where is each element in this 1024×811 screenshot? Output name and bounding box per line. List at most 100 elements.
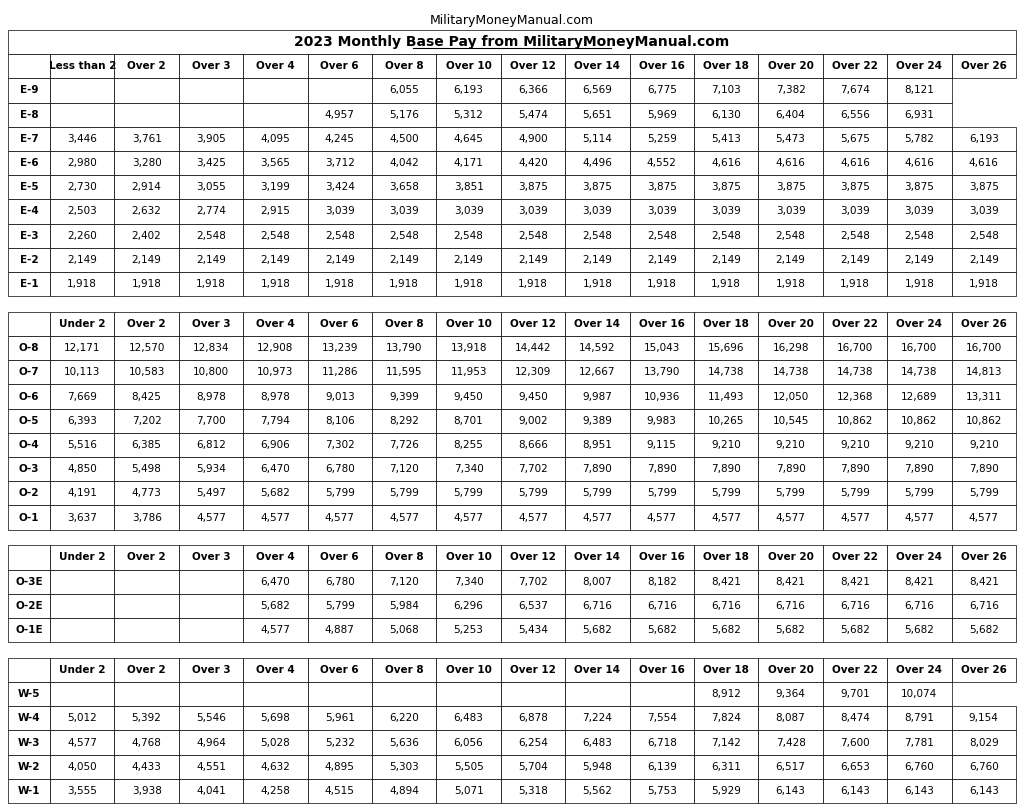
Text: 12,309: 12,309 [515, 367, 551, 377]
Text: 4,645: 4,645 [454, 134, 483, 144]
Text: 5,434: 5,434 [518, 625, 548, 635]
Text: Over 18: Over 18 [703, 665, 750, 675]
Bar [244, 481, 307, 505]
Text: 4,433: 4,433 [132, 762, 162, 772]
Bar [436, 682, 501, 706]
Bar [694, 545, 759, 569]
Bar [501, 54, 565, 79]
Bar [115, 409, 179, 433]
Text: 1,918: 1,918 [775, 279, 806, 289]
Text: Over 16: Over 16 [639, 62, 685, 71]
Text: 6,812: 6,812 [196, 440, 226, 450]
Bar [50, 569, 115, 594]
Bar [115, 731, 179, 754]
Text: 5,497: 5,497 [196, 488, 226, 498]
Bar [887, 731, 951, 754]
Bar [823, 682, 887, 706]
Bar [307, 360, 372, 384]
Bar [630, 312, 694, 336]
Text: 5,704: 5,704 [518, 762, 548, 772]
Bar [436, 79, 501, 102]
Text: 8,182: 8,182 [647, 577, 677, 586]
Text: 4,577: 4,577 [840, 513, 870, 522]
Text: 10,074: 10,074 [901, 689, 938, 699]
Bar [179, 224, 244, 247]
Bar [244, 569, 307, 594]
Text: 2,774: 2,774 [196, 207, 226, 217]
Text: 7,120: 7,120 [389, 464, 419, 474]
Bar [115, 127, 179, 151]
Bar [630, 505, 694, 530]
Bar [436, 200, 501, 224]
Text: Over 24: Over 24 [896, 665, 942, 675]
Text: 5,176: 5,176 [389, 109, 419, 120]
Bar [823, 594, 887, 618]
Text: 16,700: 16,700 [901, 343, 938, 353]
Bar [179, 79, 244, 102]
Bar [50, 79, 115, 102]
Bar [8, 247, 50, 272]
Text: Over 4: Over 4 [256, 552, 295, 563]
Text: 3,875: 3,875 [904, 182, 934, 192]
Bar [436, 779, 501, 803]
Bar [887, 384, 951, 409]
Text: 4,577: 4,577 [904, 513, 934, 522]
Text: 6,139: 6,139 [647, 762, 677, 772]
Bar [501, 682, 565, 706]
Text: 2,548: 2,548 [389, 230, 419, 241]
Bar [887, 272, 951, 296]
Bar [436, 754, 501, 779]
Bar [115, 247, 179, 272]
Text: 4,577: 4,577 [518, 513, 548, 522]
Bar [823, 151, 887, 175]
Text: 5,799: 5,799 [518, 488, 548, 498]
Text: 10,113: 10,113 [65, 367, 100, 377]
Bar [887, 175, 951, 200]
Bar [8, 200, 50, 224]
Text: W-1: W-1 [17, 786, 40, 796]
Bar [372, 175, 436, 200]
Bar [244, 175, 307, 200]
Text: 4,850: 4,850 [68, 464, 97, 474]
Text: 8,666: 8,666 [518, 440, 548, 450]
Bar [694, 754, 759, 779]
Bar [436, 457, 501, 481]
Text: Over 4: Over 4 [256, 319, 295, 329]
Text: 4,577: 4,577 [647, 513, 677, 522]
Bar [436, 731, 501, 754]
Text: 10,973: 10,973 [257, 367, 294, 377]
Bar [307, 224, 372, 247]
Bar [501, 409, 565, 433]
Bar [244, 312, 307, 336]
Bar [115, 79, 179, 102]
Bar [565, 779, 630, 803]
Text: 10,265: 10,265 [708, 416, 744, 426]
Text: 15,043: 15,043 [644, 343, 680, 353]
Bar [501, 779, 565, 803]
Text: 5,984: 5,984 [389, 601, 419, 611]
Bar [244, 433, 307, 457]
Bar [50, 102, 115, 127]
Bar [759, 224, 823, 247]
Bar [115, 272, 179, 296]
Bar [244, 457, 307, 481]
Text: 3,039: 3,039 [454, 207, 483, 217]
Text: 8,701: 8,701 [454, 416, 483, 426]
Bar [694, 247, 759, 272]
Bar [887, 336, 951, 360]
Bar [50, 272, 115, 296]
Bar [436, 360, 501, 384]
Text: 9,210: 9,210 [904, 440, 934, 450]
Text: 4,171: 4,171 [454, 158, 483, 168]
Bar [115, 754, 179, 779]
Bar [8, 433, 50, 457]
Text: 1,918: 1,918 [325, 279, 354, 289]
Text: 4,577: 4,577 [260, 513, 291, 522]
Bar [951, 200, 1016, 224]
Bar [8, 505, 50, 530]
Bar [501, 224, 565, 247]
Text: Over 22: Over 22 [833, 552, 878, 563]
Bar [565, 594, 630, 618]
Bar [694, 505, 759, 530]
Bar [565, 481, 630, 505]
